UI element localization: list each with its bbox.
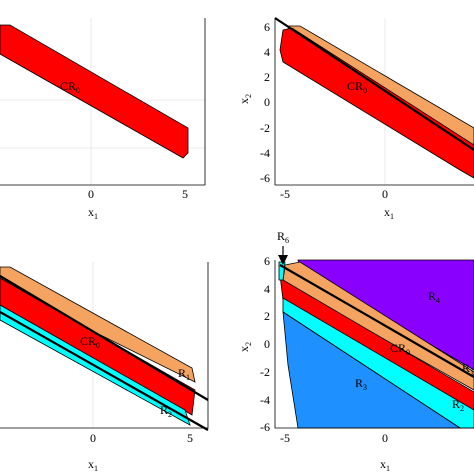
y-tick-label: -4 [260, 393, 270, 407]
panel-top-right: 6 4 2 0 -2 -4 -6 -5 0 x1 x2 CR0 [237, 17, 474, 221]
x-tick-label: 0 [90, 431, 96, 445]
boundary-line [279, 264, 474, 378]
y-tick-label: 2 [264, 70, 270, 84]
x-tick-label: -5 [280, 431, 290, 445]
x-tick-label: -5 [280, 187, 290, 201]
y-tick-label: -2 [260, 121, 270, 135]
panel-top-left: 0 5 x1 CR0 [0, 18, 206, 221]
panel-bottom-left: 0 5 x1 CR0 R1 R2 [0, 262, 209, 473]
y-tick-label: 6 [264, 254, 270, 268]
x-axis-label: x1 [88, 205, 98, 221]
region-label: R6 [277, 229, 289, 245]
region-label: R1 [178, 366, 190, 382]
x-tick-label: 0 [382, 431, 388, 445]
axes-frame [0, 262, 209, 429]
y-tick-label: 4 [264, 45, 270, 59]
region-label: R3 [355, 376, 367, 392]
region-cr0 [0, 24, 189, 159]
region-label: CR0 [60, 79, 80, 95]
y-tick-label: -2 [260, 365, 270, 379]
region-label: R1 [462, 361, 474, 377]
y-tick-label: -6 [260, 420, 270, 434]
panel-bottom-right: 6 4 2 0 -2 -4 -6 -5 0 x1 x2 R6 R4 CR0 R3… [237, 229, 474, 473]
axes-frame [274, 260, 474, 429]
x-axis-label: x1 [88, 457, 98, 473]
region-label: CR0 [347, 79, 367, 95]
x-tick-label: 5 [187, 431, 193, 445]
y-tick-label: -4 [260, 146, 270, 160]
axes-frame [0, 18, 206, 186]
region-label: CR0 [390, 341, 410, 357]
y-axis-label: x2 [237, 342, 253, 352]
boundary-line [0, 311, 209, 431]
x-axis-label: x1 [380, 457, 390, 473]
y-tick-label: 0 [264, 95, 270, 109]
region-label: R2 [160, 403, 172, 419]
region-label: R4 [428, 289, 440, 305]
boundary-line [274, 17, 474, 151]
y-tick-label: 6 [264, 20, 270, 34]
region-r1 [0, 266, 196, 383]
y-tick-label: 2 [264, 309, 270, 323]
region-cr0 [279, 27, 474, 179]
y-tick-label: 0 [264, 337, 270, 351]
region-label: CR0 [80, 334, 100, 350]
axes-frame [274, 18, 474, 186]
x-tick-label: 0 [88, 187, 94, 201]
region-label: R2 [452, 397, 464, 413]
x-axis-label: x1 [384, 205, 394, 221]
boundary-line [0, 275, 209, 401]
y-tick-label: -6 [260, 171, 270, 185]
y-axis-label: x2 [237, 94, 253, 104]
y-tick-label: 4 [264, 282, 270, 296]
x-tick-label: 0 [382, 187, 388, 201]
arrow-head [278, 255, 288, 265]
x-tick-label: 5 [182, 187, 188, 201]
